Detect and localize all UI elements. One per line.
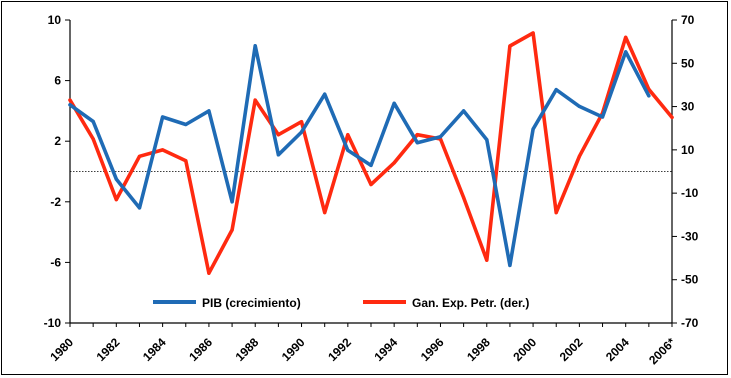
- data-point-gan-exp-petr: [485, 258, 489, 262]
- data-point-pib: [253, 44, 257, 48]
- data-point-pib: [647, 94, 651, 98]
- data-point-gan-exp-petr: [670, 115, 674, 119]
- left-tick-label: -10: [44, 316, 62, 330]
- data-point-pib: [323, 92, 327, 96]
- data-point-gan-exp-petr: [276, 133, 280, 137]
- data-point-pib: [114, 177, 118, 181]
- right-tick-label: 10: [681, 143, 695, 157]
- data-point-gan-exp-petr: [91, 137, 95, 141]
- data-point-gan-exp-petr: [554, 211, 558, 215]
- data-point-pib: [91, 119, 95, 124]
- tick-labels: 10 6 2 -2 -6 -10 70 50 30 10 -10 -30 -50 -70 1980 1982 1…: [44, 13, 699, 367]
- series-layer: [68, 31, 674, 275]
- data-point-gan-exp-petr: [137, 154, 142, 158]
- data-point-gan-exp-petr: [369, 182, 373, 187]
- left-tick-label: 10: [48, 13, 62, 27]
- data-point-pib: [508, 263, 512, 268]
- data-point-gan-exp-petr: [114, 198, 118, 202]
- x-tick-label: 1994: [371, 335, 400, 364]
- data-point-pib: [462, 109, 466, 113]
- data-point-pib: [230, 200, 234, 204]
- x-tick-label: 1982: [94, 335, 123, 364]
- data-point-gan-exp-petr: [392, 161, 396, 165]
- right-tick-label: -30: [681, 229, 699, 243]
- x-tick-label: 1998: [464, 335, 493, 364]
- x-tick-label: 2004: [603, 335, 632, 364]
- right-tick-label: 50: [681, 56, 695, 70]
- data-point-gan-exp-petr: [68, 98, 72, 102]
- data-point-gan-exp-petr: [230, 228, 234, 232]
- data-point-pib: [554, 88, 558, 92]
- legend-label-pib: PIB (crecimiento): [202, 296, 301, 310]
- x-tick-label: 2002: [557, 335, 586, 364]
- data-point-pib: [369, 163, 373, 168]
- data-point-gan-exp-petr: [462, 195, 466, 200]
- data-point-gan-exp-petr: [508, 44, 512, 48]
- data-point-gan-exp-petr: [253, 98, 257, 102]
- x-tick-label: 1984: [140, 335, 169, 364]
- x-tick-label: 1980: [47, 335, 76, 364]
- series-line-gan-exp-petr: [68, 31, 674, 275]
- data-point-pib: [624, 50, 628, 54]
- data-point-gan-exp-petr: [577, 154, 581, 158]
- x-tick-label: 2006*: [646, 335, 678, 367]
- left-tick-label: 6: [54, 74, 61, 88]
- data-point-pib: [299, 130, 304, 134]
- data-point-gan-exp-petr: [647, 87, 651, 91]
- legend-label-gan-exp-petr: Gan. Exp. Petr. (der.): [412, 296, 529, 310]
- left-tick-label: -2: [50, 195, 61, 209]
- data-point-gan-exp-petr: [184, 159, 188, 163]
- right-tick-label: -10: [681, 186, 699, 200]
- data-point-gan-exp-petr: [346, 133, 350, 137]
- x-tick-label: 1992: [325, 335, 354, 364]
- legend: PIB (crecimiento) Gan. Exp. Petr. (der.): [153, 296, 529, 310]
- data-point-pib: [438, 135, 443, 139]
- data-point-gan-exp-petr: [207, 271, 211, 275]
- chart-axes: [65, 19, 677, 327]
- left-tick-label: 2: [54, 134, 61, 148]
- data-point-pib: [184, 122, 188, 127]
- data-point-pib: [600, 115, 605, 119]
- x-tick-label: 1988: [233, 335, 262, 364]
- data-point-pib: [276, 153, 280, 157]
- data-point-pib: [161, 115, 165, 119]
- right-tick-label: -70: [681, 316, 699, 330]
- x-tick-label: 2000: [510, 335, 539, 364]
- data-point-pib: [346, 148, 350, 152]
- data-point-gan-exp-petr: [624, 35, 628, 39]
- data-point-pib: [137, 206, 142, 210]
- data-point-gan-exp-petr: [531, 31, 535, 35]
- right-tick-label: 70: [681, 13, 695, 27]
- x-tick-label: 1990: [279, 335, 308, 364]
- data-point-pib: [392, 101, 396, 105]
- right-tick-label: 30: [681, 100, 695, 114]
- data-point-pib: [577, 104, 581, 108]
- data-point-pib: [485, 138, 489, 142]
- left-tick-label: -6: [50, 255, 61, 269]
- data-point-gan-exp-petr: [415, 133, 419, 137]
- x-tick-label: 1996: [418, 335, 447, 364]
- data-point-pib: [415, 141, 419, 145]
- data-point-pib: [531, 127, 535, 131]
- data-point-pib: [207, 109, 211, 113]
- data-point-gan-exp-petr: [161, 148, 165, 152]
- data-point-gan-exp-petr: [299, 120, 304, 124]
- x-tick-label: 1986: [186, 335, 215, 364]
- right-tick-label: -50: [681, 273, 699, 287]
- data-point-gan-exp-petr: [323, 211, 327, 215]
- data-point-pib: [68, 103, 72, 107]
- series-line-pib: [68, 44, 651, 268]
